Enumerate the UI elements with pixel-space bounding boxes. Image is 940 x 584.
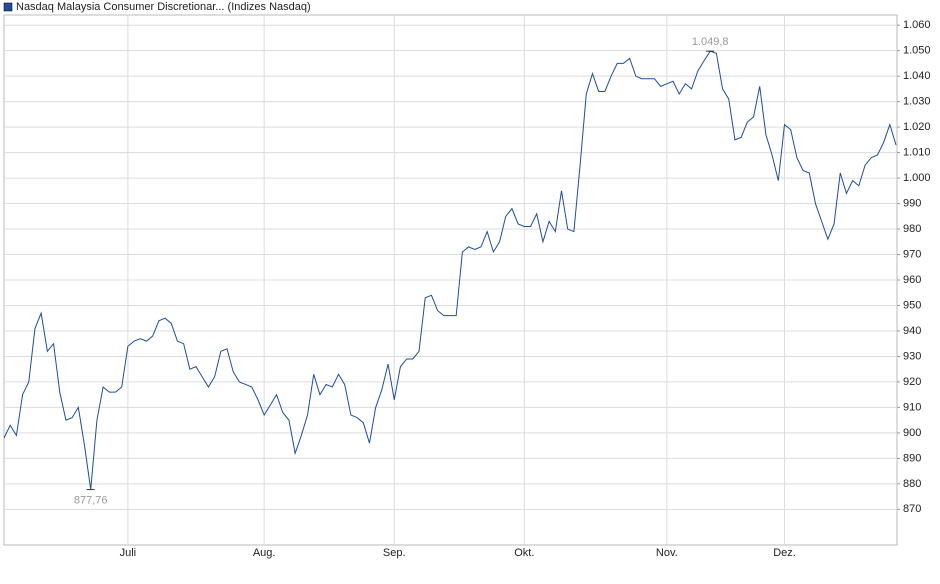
y-tick-label: 940 [903,325,921,337]
y-tick-label: 1.030 [903,96,931,108]
x-tick-label: Okt. [514,547,534,559]
legend-label: Nasdaq Malaysia Consumer Discretionar...… [16,1,311,13]
annotation: 877,76 [74,494,108,506]
y-tick-label: 970 [903,248,921,260]
x-tick-label: Aug. [253,547,276,559]
x-tick-label: Nov. [656,547,678,559]
y-tick-label: 1.050 [903,45,931,57]
x-tick-label: Sep. [383,547,406,559]
legend-swatch [3,2,13,12]
y-tick-label: 870 [903,503,921,515]
y-tick-label: 890 [903,452,921,464]
y-tick-label: 910 [903,401,921,413]
y-tick-label: 1.010 [903,147,931,159]
x-tick-label: Dez. [773,547,796,559]
x-tick-label: Juli [120,547,137,559]
y-tick-label: 1.000 [903,172,931,184]
y-tick-label: 960 [903,274,921,286]
y-tick-label: 980 [903,223,921,235]
y-tick-label: 930 [903,350,921,362]
y-tick-label: 880 [903,478,921,490]
y-tick-label: 1.060 [903,19,931,31]
line-series [3,50,897,490]
y-tick-label: 1.040 [903,70,931,82]
annotation: 1.049,8 [692,36,729,48]
y-tick-label: 1.020 [903,121,931,133]
y-tick-label: 990 [903,197,921,209]
y-tick-label: 920 [903,376,921,388]
y-tick-label: 950 [903,299,921,311]
y-tick-label: 900 [903,427,921,439]
